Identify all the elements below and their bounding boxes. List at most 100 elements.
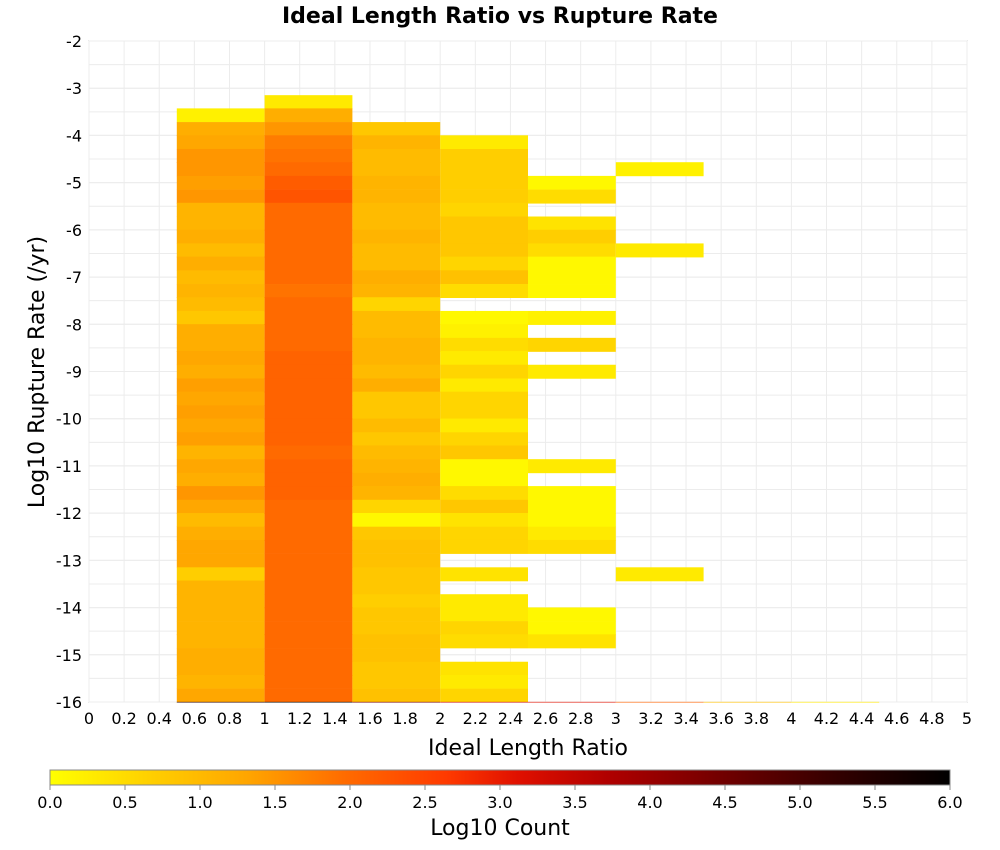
- heatmap-cell: [440, 634, 528, 649]
- colorbar-tick-label: 6.0: [937, 793, 962, 812]
- heatmap-cell: [352, 391, 441, 406]
- heatmap-cell: [176, 418, 265, 433]
- heatmap-cell: [440, 459, 528, 474]
- colorbar-tick-label: 2.0: [337, 793, 362, 812]
- heatmap-cell: [440, 701, 528, 703]
- heatmap-cell: [440, 229, 528, 244]
- heatmap-cell: [352, 701, 441, 703]
- heatmap-cell: [352, 270, 441, 285]
- y-tick-label: -9: [66, 363, 82, 382]
- x-tick-label: 1.8: [392, 709, 417, 728]
- heatmap-cell: [264, 364, 353, 379]
- heatmap-cell: [176, 621, 265, 636]
- heatmap-cell: [264, 135, 353, 150]
- x-tick-label: 0.2: [111, 709, 136, 728]
- heatmap-cell: [264, 310, 353, 325]
- heatmap-cell: [440, 351, 528, 366]
- heatmap-cell: [264, 202, 353, 217]
- x-tick-label: 4.4: [849, 709, 874, 728]
- x-tick-label: 1: [260, 709, 270, 728]
- heatmap-cell: [352, 499, 441, 514]
- heatmap-cell: [264, 539, 353, 554]
- heatmap-cell: [528, 310, 616, 325]
- heatmap-cell: [440, 418, 528, 433]
- x-tick-label: 0.4: [147, 709, 172, 728]
- x-tick-label: 1.6: [357, 709, 382, 728]
- heatmap-cell: [176, 337, 265, 352]
- heatmap-cell: [440, 499, 528, 514]
- x-tick-label: 2.8: [568, 709, 593, 728]
- colorbar-label: Log10 Count: [430, 816, 570, 841]
- colorbar-tick-label: 1.0: [187, 793, 212, 812]
- heatmap-cell: [176, 351, 265, 366]
- heatmap-cell: [352, 405, 441, 420]
- colorbar-tick-label: 4.5: [712, 793, 737, 812]
- heatmap-cell: [352, 135, 441, 150]
- heatmap-cell: [264, 148, 353, 163]
- heatmap-cell: [176, 634, 265, 649]
- heatmap-cell: [440, 284, 528, 299]
- heatmap-cell: [176, 526, 265, 541]
- colorbar-tick-label: 0.0: [37, 793, 62, 812]
- heatmap-cell: [352, 580, 441, 595]
- heatmap-cell: [176, 324, 265, 339]
- heatmap-cell: [264, 405, 353, 420]
- x-tick-label: 5: [962, 709, 972, 728]
- heatmap-cell: [352, 162, 441, 177]
- heatmap-cell: [352, 243, 441, 258]
- y-tick-label: -11: [56, 457, 82, 476]
- heatmap-cell: [440, 324, 528, 339]
- y-axis-ticks: -2 -3 -4 -5 -6 -7 -8 -9 -10 -11 -12 -13 -14 -15 -16: [56, 32, 82, 712]
- x-tick-label: 4.8: [919, 709, 944, 728]
- x-tick-label: 3.4: [673, 709, 698, 728]
- heatmap-cell: [264, 229, 353, 244]
- y-tick-label: -12: [56, 504, 82, 523]
- heatmap-cell: [615, 701, 704, 703]
- heatmap-cell: [440, 661, 528, 676]
- heatmap-cell: [440, 364, 528, 379]
- heatmap-cell: [176, 162, 265, 177]
- heatmap-cell: [264, 472, 353, 487]
- y-tick-label: -16: [56, 693, 82, 712]
- heatmap-cell: [176, 364, 265, 379]
- heatmap-cell: [264, 284, 353, 299]
- heatmap-cell: [176, 486, 265, 501]
- heatmap-cell: [615, 567, 704, 582]
- heatmap-cell: [440, 135, 528, 150]
- heatmap-cell: [264, 391, 353, 406]
- heatmap-cell: [440, 526, 528, 541]
- heatmap-cell: [264, 270, 353, 285]
- heatmap-cell: [352, 539, 441, 554]
- y-tick-label: -13: [56, 551, 82, 570]
- heatmap-cell: [440, 216, 528, 231]
- colorbar-tick-label: 5.5: [862, 793, 887, 812]
- heatmap-cell: [176, 661, 265, 676]
- heatmap-cell: [440, 202, 528, 217]
- heatmap-cell: [528, 243, 616, 258]
- heatmap-cell: [352, 445, 441, 460]
- colorbar-tick-label: 5.0: [787, 793, 812, 812]
- heatmap-cell: [440, 513, 528, 527]
- heatmap-cell: [176, 297, 265, 312]
- heatmap-cell: [264, 122, 353, 137]
- heatmap-cell: [264, 297, 353, 312]
- heatmap-cell: [352, 148, 441, 163]
- heatmap-cell: [264, 324, 353, 339]
- heatmap-cell: [703, 701, 792, 703]
- heatmap-cell: [352, 594, 441, 609]
- heatmap-cell: [528, 270, 616, 285]
- heatmap-cell: [352, 229, 441, 244]
- heatmap-cell: [352, 216, 441, 231]
- heatmap-cell: [176, 175, 265, 190]
- x-tick-label: 0: [84, 709, 94, 728]
- heatmap-cell: [352, 472, 441, 487]
- heatmap-cell: [176, 229, 265, 244]
- heatmap-cell: [264, 351, 353, 366]
- heatmap-cell: [528, 701, 616, 703]
- heatmap-cell: [791, 701, 880, 703]
- x-tick-label: 2.6: [533, 709, 558, 728]
- heatmap-cells: [176, 95, 880, 703]
- heatmap-cell: [176, 135, 265, 150]
- heatmap-cell: [176, 216, 265, 231]
- heatmap-cell: [176, 499, 265, 514]
